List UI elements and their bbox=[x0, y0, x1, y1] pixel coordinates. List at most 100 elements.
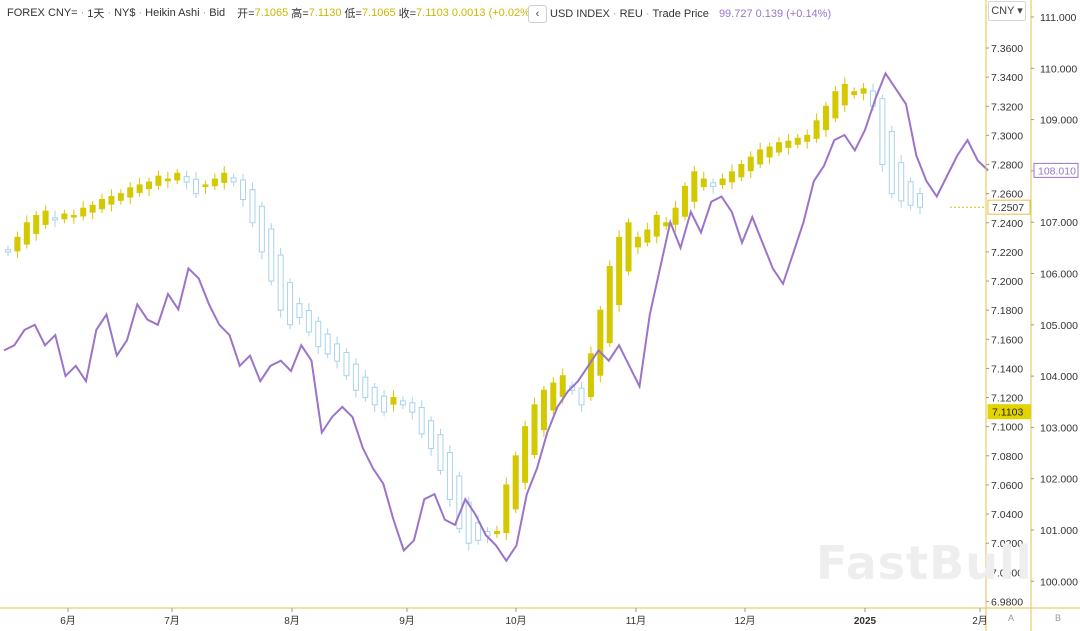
cny-candle-body bbox=[211, 178, 218, 187]
cny-candle-body bbox=[522, 426, 529, 483]
cny-candle-body bbox=[183, 176, 190, 183]
cny-candle-body bbox=[390, 397, 397, 405]
time-axis-tick-label: 6月 bbox=[60, 615, 76, 627]
cny-candle-body bbox=[108, 196, 115, 205]
left-axis-tick-label: 7.2200 bbox=[991, 247, 1023, 259]
cny-candle-body bbox=[785, 140, 792, 148]
cny-candle-body bbox=[343, 352, 350, 377]
cny-candle-body bbox=[456, 475, 463, 530]
right-axis-tick-label: 102.000 bbox=[1040, 474, 1078, 486]
cny-candle-body bbox=[362, 376, 369, 399]
right-axis-tick-label: 105.000 bbox=[1040, 320, 1078, 332]
left-axis-tick-label: 6.9800 bbox=[991, 596, 1023, 608]
dxy-price: 99.727 bbox=[718, 8, 753, 20]
dxy-symbol: USD INDEX bbox=[550, 8, 610, 20]
cny-candle-body bbox=[371, 386, 378, 406]
dxy-last-price-label-box bbox=[1033, 162, 1079, 178]
right-axis-tick-label: 109.000 bbox=[1040, 115, 1078, 127]
cny-candle-body bbox=[89, 204, 96, 213]
cny-candle-body bbox=[268, 228, 275, 282]
cny-candle-body bbox=[33, 214, 40, 234]
time-axis-tick-label: 9月 bbox=[399, 615, 415, 627]
cny-candle-body bbox=[597, 309, 604, 376]
cny-candle-body bbox=[644, 229, 651, 243]
cny-candle-body bbox=[164, 178, 171, 182]
time-axis: 6月 7月 8月 9月 10月 11月 12月 2025 2月 bbox=[60, 608, 988, 627]
cny-candle-body bbox=[672, 207, 679, 225]
left-axis-tick-label: 7.1200 bbox=[991, 393, 1023, 405]
cny-candle-body bbox=[559, 375, 566, 397]
cny-candle-body bbox=[625, 222, 632, 272]
cny-candle-body bbox=[117, 193, 124, 201]
cny-candle-body bbox=[804, 134, 811, 142]
close-value: 7.1103 bbox=[416, 7, 449, 19]
cny-candle-body bbox=[352, 363, 359, 391]
cny-candle-body bbox=[136, 184, 143, 193]
axis-b-button[interactable]: B bbox=[1055, 613, 1062, 623]
cny-candle-body bbox=[240, 179, 247, 200]
cny-side: Bid bbox=[209, 7, 226, 19]
cny-candle-body bbox=[766, 146, 773, 158]
cny-candle-body bbox=[653, 214, 660, 237]
cny-candle-body bbox=[757, 149, 764, 165]
right-axis-tick-label: 104.000 bbox=[1040, 371, 1078, 383]
cny-candle-body bbox=[531, 404, 538, 455]
cny-candle-body bbox=[813, 120, 820, 139]
cny-candle-body bbox=[465, 501, 472, 544]
high-value: 7.1130 bbox=[308, 7, 342, 19]
left-axis-tick-label: 7.0400 bbox=[991, 509, 1023, 521]
currency-selector-button[interactable]: CNY ▾ bbox=[988, 1, 1026, 21]
left-axis-tick-label: 7.2400 bbox=[991, 218, 1023, 230]
cny-candle-body bbox=[907, 181, 914, 206]
cny-candle-body bbox=[381, 395, 388, 413]
high-label: 高= bbox=[291, 8, 309, 20]
cny-candle-body bbox=[249, 189, 256, 224]
dxy-source: REU bbox=[619, 8, 643, 20]
dxy-field: Trade Price bbox=[652, 8, 709, 20]
cny-candle-body bbox=[399, 400, 406, 406]
cny-candle-body bbox=[634, 236, 641, 248]
cny-candle-body bbox=[879, 98, 886, 166]
cny-candle-body bbox=[409, 402, 416, 413]
cny-candle-body bbox=[710, 182, 717, 187]
right-axis-tick-label: 111.000 bbox=[1040, 12, 1077, 24]
cny-legend: FOREX CNY= · 1天 · NY$ · Heikin Ashi · Bi… bbox=[7, 7, 534, 20]
cny-candle-body bbox=[305, 310, 312, 333]
cny-candle-body bbox=[127, 187, 134, 198]
cny-prev-price-label: 7.2507 bbox=[992, 202, 1024, 214]
low-label: 低= bbox=[344, 8, 362, 20]
cny-candle-body bbox=[512, 455, 519, 510]
dxy-legend: ‹ USD INDEX · REU · Trade Price 99.727 0… bbox=[528, 5, 834, 23]
cny-candle-body bbox=[503, 484, 510, 534]
cny-candle-body bbox=[888, 131, 895, 195]
cny-candle-body bbox=[14, 236, 21, 252]
cny-last-price-label: 7.1103 bbox=[992, 407, 1023, 419]
cny-candle-body bbox=[23, 222, 30, 245]
left-axis-tick-label: 7.2800 bbox=[991, 160, 1023, 172]
cny-candle-body bbox=[738, 164, 745, 178]
cny-candle-body bbox=[296, 303, 303, 318]
time-axis-tick-label: 8月 bbox=[284, 615, 300, 627]
cny-candle-body bbox=[315, 320, 322, 348]
cny-candle-body bbox=[860, 88, 867, 94]
watermark-logo: FastBull bbox=[816, 536, 1033, 590]
cny-candle-body bbox=[747, 156, 754, 172]
cny-interval: 1天 bbox=[87, 8, 105, 20]
collapse-legend-icon[interactable]: ‹ bbox=[528, 5, 547, 23]
cny-change: 0.0013 (+0.02%) bbox=[451, 7, 534, 19]
cny-candle-body bbox=[287, 282, 294, 326]
low-value: 7.1065 bbox=[361, 7, 396, 19]
left-axis-tick-label: 7.1400 bbox=[991, 363, 1023, 375]
cny-candle-body bbox=[898, 162, 905, 202]
right-axis-tick-label: 107.000 bbox=[1040, 217, 1078, 229]
cny-candle-body bbox=[221, 172, 228, 183]
right-axis-tick-label: 103.000 bbox=[1040, 422, 1078, 434]
axis-auto-button[interactable]: A bbox=[1008, 613, 1015, 623]
dxy-change: 0.139 (+0.14%) bbox=[755, 8, 832, 20]
cny-candle-body bbox=[550, 382, 557, 411]
cny-candle-body bbox=[578, 387, 585, 406]
left-axis-tick-label: 7.3600 bbox=[991, 43, 1023, 55]
left-axis-tick-label: 7.0000 bbox=[991, 567, 1023, 579]
time-axis-tick-label: 2025 bbox=[854, 616, 877, 627]
